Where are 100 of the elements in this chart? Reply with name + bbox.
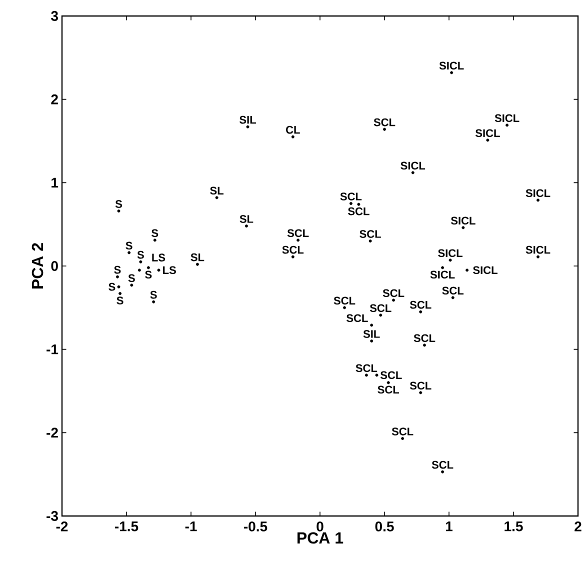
text: SCL [334, 296, 356, 305]
text: SICL [494, 114, 520, 122]
text: SCL [282, 246, 304, 254]
point [383, 128, 386, 131]
text: SIL [363, 330, 380, 338]
point [349, 202, 352, 205]
y-tick-label: -3 [46, 511, 58, 521]
text: SCL [432, 460, 454, 469]
point [536, 255, 540, 258]
y-tick-label: 1 [52, 178, 58, 188]
point [291, 135, 294, 138]
point [153, 238, 156, 242]
text: SCL [392, 428, 414, 436]
y-tick-label: -2 [46, 428, 58, 438]
text: SCL [382, 289, 404, 298]
point [386, 381, 390, 384]
text: SL [190, 253, 204, 262]
point [536, 198, 540, 202]
x-tick-label: -1.5 [114, 522, 138, 532]
series-label: SCL [356, 364, 378, 372]
x-tick-label: 1.5 [504, 522, 523, 532]
text: S [126, 242, 132, 250]
text: SICL [450, 216, 476, 225]
text: S [116, 296, 124, 304]
point [466, 268, 469, 272]
text: SICL [430, 270, 455, 279]
text: SCL [340, 192, 362, 200]
text: SICL [439, 62, 464, 70]
point [157, 268, 160, 272]
point [419, 391, 422, 394]
text: SCL [360, 230, 381, 238]
y-axis-title: PCA 2 [32, 243, 44, 288]
text: SICL [400, 162, 426, 170]
y-tick-label: 0 [51, 261, 58, 271]
point [196, 262, 199, 266]
point [146, 266, 150, 270]
x-tick-label: 0 [316, 522, 324, 532]
point [392, 298, 396, 302]
series-label: SL [210, 186, 224, 195]
text: SCL [414, 334, 436, 342]
point [368, 240, 372, 242]
point [139, 260, 142, 264]
text: SCL [287, 229, 309, 238]
point [401, 437, 404, 440]
point [116, 275, 119, 278]
point [419, 310, 422, 314]
point [451, 296, 454, 300]
y-tick-label: 3 [51, 11, 58, 21]
point [291, 255, 294, 258]
point [117, 210, 120, 212]
text: SICL [475, 129, 500, 138]
text: LS [152, 254, 166, 262]
series-label: CL [286, 126, 300, 134]
point [343, 306, 346, 310]
point [128, 251, 131, 254]
x-tick-label: -0.5 [244, 522, 268, 532]
text: SCL [370, 304, 392, 312]
point [375, 374, 378, 377]
y-tick-label: -1 [46, 344, 58, 354]
point [130, 284, 134, 287]
x-axis-title: PCA 1 [298, 532, 344, 544]
text: SCL [348, 207, 370, 216]
point [441, 470, 444, 474]
x-tick-label: 0.5 [375, 522, 394, 532]
point [462, 226, 465, 230]
text: S [145, 270, 152, 279]
point [296, 238, 300, 242]
point [448, 258, 452, 262]
text: SICL [526, 246, 550, 254]
point [379, 314, 382, 317]
point [370, 324, 374, 327]
series-label: SICL [473, 266, 498, 274]
text: SICL [526, 189, 550, 198]
text: SCL [380, 371, 402, 380]
point [117, 285, 120, 288]
point [138, 268, 141, 272]
x-tick-label: 2 [574, 522, 582, 532]
point [244, 224, 248, 228]
text: SCL [374, 118, 396, 126]
text: SICL [438, 249, 462, 258]
text: S [115, 200, 122, 208]
point [423, 344, 426, 347]
point [441, 266, 444, 270]
point [364, 374, 368, 377]
point [118, 292, 122, 295]
text: S [114, 266, 121, 274]
point [506, 124, 509, 127]
series-label: S [108, 282, 116, 291]
text: SCL [410, 382, 432, 390]
x-tick-label: 1 [446, 522, 452, 532]
point [486, 138, 490, 142]
text: SL [240, 215, 254, 223]
point [411, 171, 414, 174]
text: SCL [410, 300, 432, 309]
point [370, 340, 374, 342]
text: S [150, 290, 157, 299]
series-label: SIL [240, 116, 256, 124]
x-tick-label: -1 [185, 522, 197, 532]
point [246, 125, 250, 128]
y-tick-label: 2 [51, 94, 58, 104]
